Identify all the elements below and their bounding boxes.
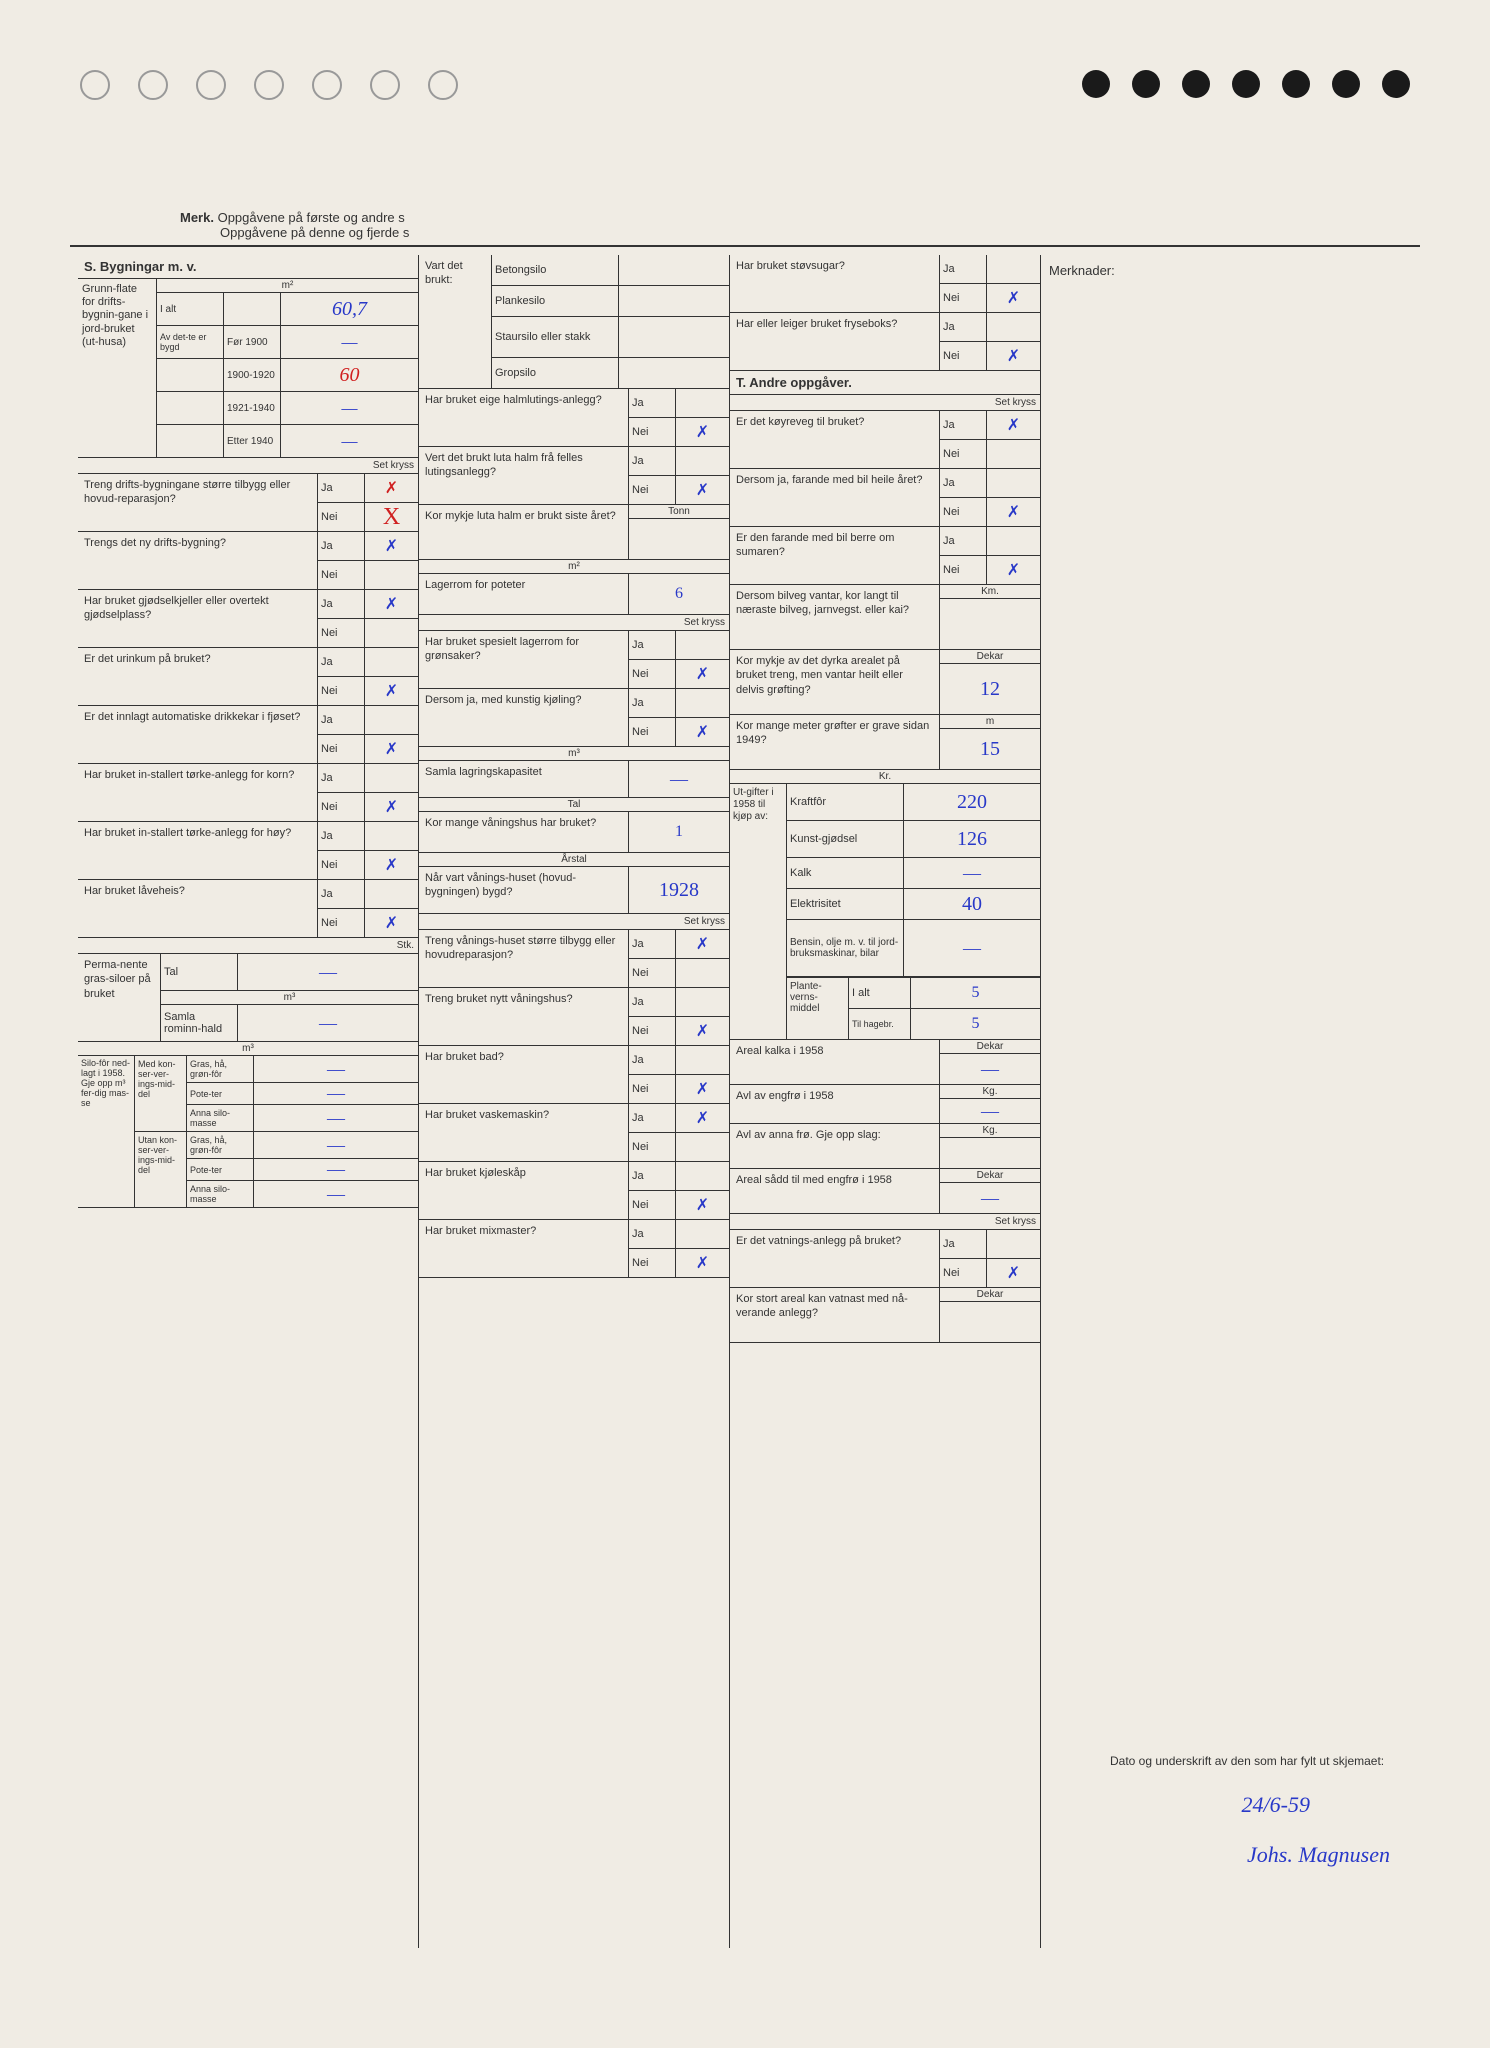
q-treng-van: Treng vånings-huset større tilbygg eller… — [419, 930, 729, 988]
q-gjodsel: Har bruket gjødselkjeller eller overtekt… — [78, 590, 418, 648]
q-farande-aret: Dersom ja, farande med bil heile året?Ja… — [730, 469, 1040, 527]
q-mixmaster: Har bruket mixmaster?JaNei✗ — [419, 1220, 729, 1278]
merknader-label: Merknader: — [1041, 255, 1412, 286]
section-s-header: S. Bygningar m. v. — [78, 255, 418, 279]
utgifter-block: Ut-gifter i 1958 til kjøp av: Kraftfôr22… — [730, 784, 1040, 1040]
grunnflate-block: Grunn-flate for drifts-bygnin-gane i jor… — [78, 279, 418, 458]
q-torke-hoy: Har bruket in-stallert tørke-anlegg for … — [78, 822, 418, 880]
q-lagerrom-gron: Har bruket spesielt lagerrom for grønsak… — [419, 631, 729, 689]
column-1: S. Bygningar m. v. Grunn-flate for drift… — [78, 255, 419, 1948]
scanned-form-page: Merk. Oppgåvene på første og andre s Opp… — [0, 0, 1490, 2048]
q-urinkum: Er det urinkum på bruket?JaNei✗ — [78, 648, 418, 706]
q-lagerrom-pot: Lagerrom for poteter6 — [419, 574, 729, 615]
form-grid: S. Bygningar m. v. Grunn-flate for drift… — [78, 255, 1412, 1948]
avl-anna: Avl av anna frø. Gje opp slag:Kg. — [730, 1124, 1040, 1169]
q-stovsugar: Har bruket støvsugar?JaNei✗ — [730, 255, 1040, 313]
q-trengs-ny: Trengs det ny drifts-bygning?Ja✗Nei — [78, 532, 418, 590]
q-samla-lag: Samla lagringskapasitet— — [419, 761, 729, 798]
q-areal-vatnas: Kor stort areal kan vatnast med nå-veran… — [730, 1288, 1040, 1343]
binder-holes-right — [1082, 70, 1410, 98]
top-rule — [70, 245, 1420, 247]
column-4: Merknader: — [1041, 255, 1412, 1948]
q-kjoling: Dersom ja, med kunstig kjøling?JaNei✗ — [419, 689, 729, 747]
q-torke-korn: Har bruket in-stallert tørke-anlegg for … — [78, 764, 418, 822]
q-vatnings: Er det vatnings-anlegg på bruket?JaNei✗ — [730, 1230, 1040, 1288]
q-farande-sum: Er den farande med bil berre om sumaren?… — [730, 527, 1040, 585]
signature-value: Johs. Magnusen — [1247, 1842, 1390, 1868]
silo-block: Silo-fôr ned-lagt i 1958. Gje opp m³ fer… — [78, 1056, 418, 1208]
q-drikkekar: Er det innlagt automatiske drikkekar i f… — [78, 706, 418, 764]
q-laveheis: Har bruket låveheis?JaNei✗ — [78, 880, 418, 938]
perm-grassiloer: Perma-nente gras-siloer på bruketTal—m³S… — [78, 954, 418, 1042]
q-bad: Har bruket bad?JaNei✗ — [419, 1046, 729, 1104]
q-koyreveg: Er det køyreveg til bruket?Ja✗Nei — [730, 411, 1040, 469]
q-kor-mykje: Kor mykje luta halm er brukt siste året?… — [419, 505, 729, 560]
val-ialt: 60,7 — [281, 293, 418, 325]
signature-label: Dato og underskrift av den som har fylt … — [1110, 1754, 1390, 1768]
q-nytt-van: Treng bruket nytt våningshus?JaNei✗ — [419, 988, 729, 1046]
val-1900-1920: 60 — [281, 359, 418, 391]
q-vaningshus: Kor mange våningshus har bruket?1 — [419, 812, 729, 853]
binder-holes-left — [80, 70, 458, 100]
q-treng-drifts: Treng drifts-bygningane større tilbygg e… — [78, 474, 418, 532]
q-nar-bygd: Når vart vånings-huset (hovud-bygningen)… — [419, 867, 729, 914]
column-2: Vart det brukt:BetongsiloPlankesiloStaur… — [419, 255, 730, 1948]
q-fryseboks: Har eller leiger bruket fryseboks?JaNei✗ — [730, 313, 1040, 371]
merk-note: Merk. Oppgåvene på første og andre s Opp… — [180, 210, 409, 240]
section-t-header: T. Andre oppgåver. — [730, 371, 1040, 395]
q-grofter: Kor mange meter grøfter er grave sidan 1… — [730, 715, 1040, 770]
q-halmlut: Har bruket eige halmlutings-anlegg?JaNei… — [419, 389, 729, 447]
date-value: 24/6-59 — [1242, 1792, 1310, 1818]
q-bilveg: Dersom bilveg vantar, kor langt til næra… — [730, 585, 1040, 650]
areal-sadd: Areal sådd til med engfrø i 1958Dekar— — [730, 1169, 1040, 1214]
areal-kalka: Areal kalka i 1958Dekar— — [730, 1040, 1040, 1085]
q-kjoleskip: Har bruket kjøleskåpJaNei✗ — [419, 1162, 729, 1220]
avl-engfro: Avl av engfrø i 1958Kg.— — [730, 1085, 1040, 1124]
q-vaskemaskin: Har bruket vaskemaskin?Ja✗Nei — [419, 1104, 729, 1162]
column-3: Har bruket støvsugar?JaNei✗ Har eller le… — [730, 255, 1041, 1948]
vart-brukt: Vart det brukt:BetongsiloPlankesiloStaur… — [419, 255, 729, 389]
q-grofting: Kor mykje av det dyrka arealet på bruket… — [730, 650, 1040, 715]
q-luta-halm: Vert det brukt luta halm frå felles luti… — [419, 447, 729, 505]
